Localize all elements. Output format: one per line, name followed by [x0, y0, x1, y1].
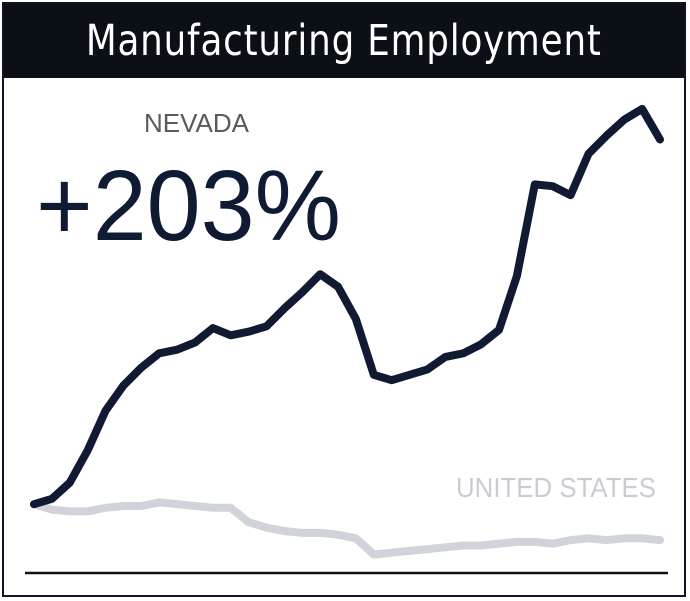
series-lines	[30, 104, 664, 559]
nevada-line	[30, 104, 664, 509]
united-states-line	[30, 498, 664, 559]
nevada-percent-change: +203%	[36, 150, 341, 262]
chart-title: Manufacturing Employment	[86, 16, 602, 66]
united-states-label: UNITED STATES	[456, 472, 656, 503]
nevada-label: NEVADA	[144, 108, 250, 138]
title-bar: Manufacturing Employment	[4, 4, 684, 78]
